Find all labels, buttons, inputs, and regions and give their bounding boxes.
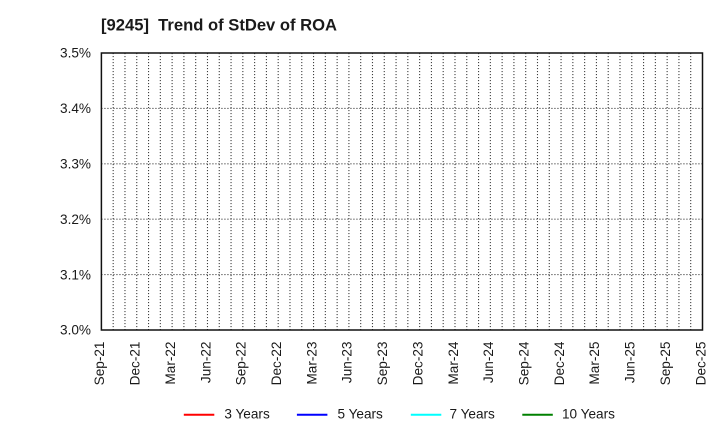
svg-text:Dec-21: Dec-21 (128, 342, 143, 386)
svg-text:3.5%: 3.5% (60, 46, 91, 61)
svg-text:Dec-22: Dec-22 (269, 342, 284, 386)
svg-text:Mar-24: Mar-24 (446, 341, 461, 384)
svg-text:Sep-23: Sep-23 (375, 342, 390, 386)
svg-text:Dec-25: Dec-25 (693, 342, 708, 386)
svg-text:Sep-25: Sep-25 (658, 342, 673, 386)
svg-text:Jun-25: Jun-25 (623, 342, 638, 384)
svg-text:Dec-24: Dec-24 (552, 341, 567, 385)
svg-text:10 Years: 10 Years (562, 407, 615, 422)
svg-text:3.3%: 3.3% (60, 157, 91, 172)
svg-text:Dec-23: Dec-23 (410, 342, 425, 386)
svg-text:3.4%: 3.4% (60, 101, 91, 116)
svg-text:Mar-22: Mar-22 (163, 342, 178, 385)
svg-text:Sep-21: Sep-21 (92, 342, 107, 386)
svg-text:Sep-24: Sep-24 (517, 341, 532, 385)
svg-text:Sep-22: Sep-22 (234, 342, 249, 386)
svg-text:3.0%: 3.0% (60, 323, 91, 338)
svg-text:3 Years: 3 Years (224, 407, 270, 422)
svg-text:3.1%: 3.1% (60, 267, 91, 282)
svg-text:3.2%: 3.2% (60, 212, 91, 227)
svg-text:5 Years: 5 Years (338, 407, 384, 422)
svg-text:Mar-23: Mar-23 (304, 342, 319, 385)
svg-text:Jun-22: Jun-22 (198, 342, 213, 384)
svg-text:Jun-23: Jun-23 (340, 342, 355, 384)
svg-text:Jun-24: Jun-24 (481, 341, 496, 383)
svg-text:7 Years: 7 Years (450, 407, 496, 422)
svg-text:[9245] Trend of StDev of ROA: [9245] Trend of StDev of ROA (101, 16, 337, 35)
svg-text:Mar-25: Mar-25 (587, 342, 602, 385)
